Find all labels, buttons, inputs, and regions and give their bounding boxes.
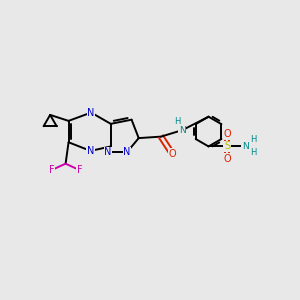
Text: S: S (224, 141, 230, 152)
Text: N: N (88, 108, 95, 118)
Text: N: N (179, 126, 186, 135)
Text: N: N (104, 147, 112, 158)
Text: F: F (49, 165, 54, 175)
Text: N: N (242, 142, 249, 151)
Text: O: O (169, 149, 176, 159)
Text: O: O (223, 129, 231, 139)
Text: N: N (123, 147, 130, 158)
Text: O: O (223, 154, 231, 164)
Text: H: H (250, 135, 257, 144)
Text: N: N (87, 146, 94, 156)
Text: H: H (250, 148, 257, 158)
Text: F: F (77, 165, 83, 175)
Text: H: H (174, 117, 180, 126)
